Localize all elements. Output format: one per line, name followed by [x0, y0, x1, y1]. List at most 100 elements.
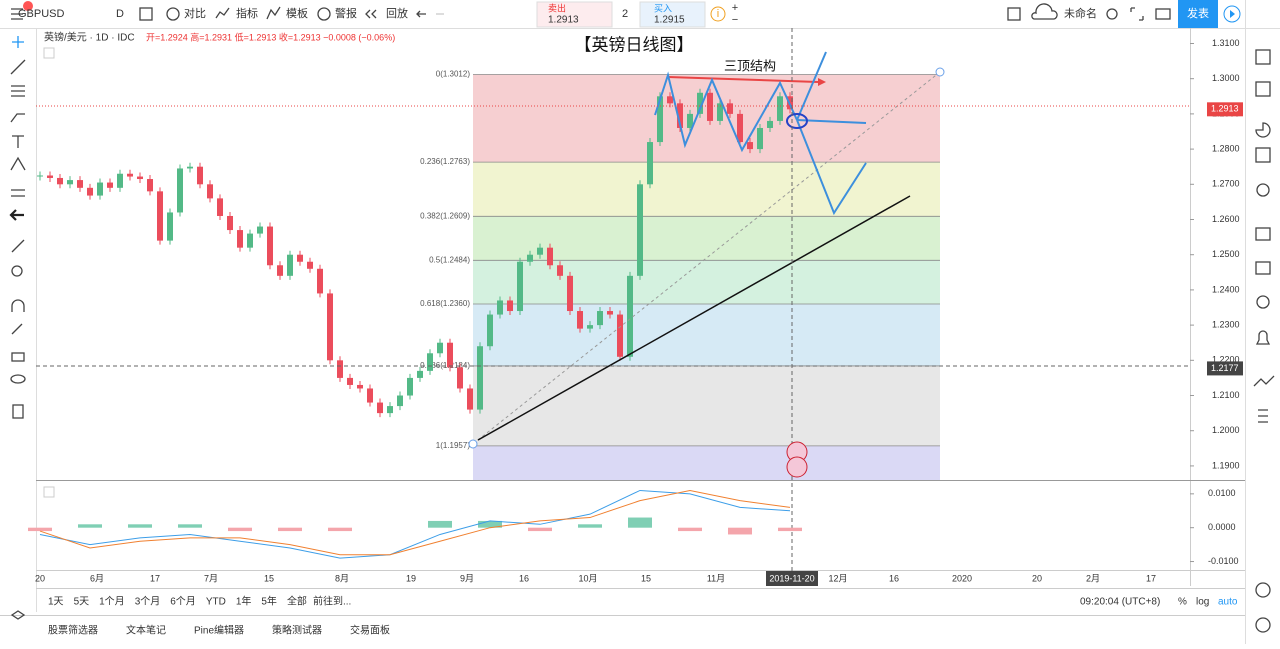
fib-band — [473, 365, 940, 446]
footer-tab[interactable]: 股票筛选器 — [48, 624, 98, 637]
candle — [317, 268, 323, 294]
buy-label[interactable]: 买入 — [654, 3, 672, 13]
toolbar-button[interactable]: 对比 — [184, 6, 206, 20]
macd-hist — [128, 524, 152, 528]
toolbar-button[interactable]: 指标 — [236, 6, 258, 20]
svg-text:−: − — [732, 14, 738, 26]
candle — [87, 187, 93, 196]
candle — [177, 168, 183, 213]
collapse[interactable] — [43, 47, 55, 59]
toolbar-button[interactable]: 回放 — [386, 6, 408, 20]
candle — [247, 233, 253, 248]
scale-option[interactable]: auto — [1218, 597, 1238, 608]
collapse[interactable] — [43, 486, 55, 498]
candle — [737, 113, 743, 143]
fib-retracement: 0(1.3012) 0.236(1.2763) 0.382(1.2609) 0.5(1… — [420, 70, 940, 480]
candle — [167, 212, 173, 241]
fib-band — [473, 162, 940, 217]
candle — [367, 388, 373, 403]
range-button[interactable]: 1年 — [236, 595, 252, 608]
macd-hist — [678, 527, 702, 532]
range-button[interactable]: 1个月 — [99, 596, 125, 608]
candle — [657, 96, 663, 143]
layout-name[interactable]: 未命名 — [1064, 6, 1097, 20]
candle — [237, 230, 243, 248]
x-tick-label: 8月 — [335, 573, 349, 583]
scale-option[interactable]: % — [1178, 597, 1187, 608]
footer-tab[interactable]: 交易面板 — [350, 624, 390, 637]
candle — [57, 177, 63, 185]
candle — [157, 191, 163, 241]
fib-band — [473, 260, 940, 304]
publish-button[interactable] — [1178, 0, 1218, 28]
y-tick-label: 1.2800 — [1212, 143, 1240, 153]
cursor-date: 2019-11-20 — [769, 573, 814, 583]
candle — [117, 173, 123, 188]
candle — [617, 314, 623, 357]
candle — [137, 176, 143, 180]
range-button[interactable]: 3个月 — [135, 596, 161, 608]
candle — [327, 293, 333, 361]
footer-tab[interactable]: 策略测试器 — [272, 624, 322, 637]
range-button[interactable]: 5年 — [261, 595, 277, 608]
candle — [427, 353, 433, 371]
fib-label: 0(1.3012) — [436, 70, 471, 79]
macd-tick-label: 0.0000 — [1208, 522, 1236, 532]
y-tick-label: 1.2100 — [1212, 390, 1240, 400]
macd-hist — [578, 524, 602, 528]
footer-tab[interactable]: Pine编辑器 — [194, 624, 244, 637]
x-tick-label: 19 — [406, 573, 416, 583]
scale-option[interactable]: log — [1196, 597, 1209, 608]
candle — [197, 166, 203, 185]
range-button[interactable]: 全部 — [287, 595, 307, 608]
range-button[interactable]: 5天 — [74, 597, 90, 608]
footer-tab[interactable]: 文本笔记 — [126, 624, 166, 637]
candle — [67, 180, 73, 185]
spread: 2 — [622, 8, 628, 20]
y-tick-label: 1.2200 — [1212, 355, 1240, 365]
toolbar-button[interactable]: 模板 — [286, 6, 308, 20]
candle — [597, 311, 603, 326]
candle — [547, 247, 553, 266]
publish-label[interactable]: 发表 — [1187, 6, 1209, 20]
candle — [537, 247, 543, 255]
range-button[interactable]: 1天 — [48, 597, 64, 608]
x-tick-label: 17 — [1146, 573, 1156, 583]
interval[interactable]: D — [116, 8, 124, 20]
candle — [717, 103, 723, 121]
candle — [607, 311, 613, 315]
goto[interactable]: 前往到... — [313, 595, 351, 608]
cursor-date-tag — [766, 571, 818, 586]
candle — [687, 113, 693, 128]
fib-label: 0.236(1.2763) — [420, 157, 470, 166]
fib-label: 1(1.1957) — [436, 441, 471, 450]
macd-hist — [778, 527, 802, 532]
toolbar-button[interactable]: 警报 — [335, 6, 357, 20]
symbol[interactable]: GBPUSD — [18, 8, 65, 20]
candle — [577, 311, 583, 329]
fib-band — [473, 74, 940, 163]
candle — [217, 198, 223, 216]
macd-hist — [528, 527, 552, 532]
candle — [307, 261, 313, 269]
x-tick-label: 9月 — [460, 573, 474, 583]
candle — [127, 173, 133, 177]
range-button[interactable]: 6个月 — [170, 596, 196, 608]
candle — [347, 377, 353, 385]
range-button[interactable]: YTD — [206, 597, 226, 608]
candle — [287, 254, 293, 276]
sell-label[interactable]: 卖出 — [548, 2, 566, 13]
x-tick-label: 6月 — [90, 573, 104, 583]
y-tick-label: 1.3000 — [1212, 73, 1240, 83]
macd-hist — [628, 517, 652, 528]
y-tick-label: 1.2500 — [1212, 249, 1240, 259]
candle — [267, 226, 273, 266]
macd-line — [39, 489, 791, 556]
candle — [297, 254, 303, 262]
macd-tick-label: 0.0100 — [1208, 488, 1236, 498]
drawings — [36, 28, 1190, 586]
buy-price[interactable]: 1.2915 — [654, 15, 685, 26]
sell-price[interactable]: 1.2913 — [548, 15, 579, 26]
x-tick-label: 2020 — [952, 573, 972, 583]
candle — [447, 342, 453, 368]
